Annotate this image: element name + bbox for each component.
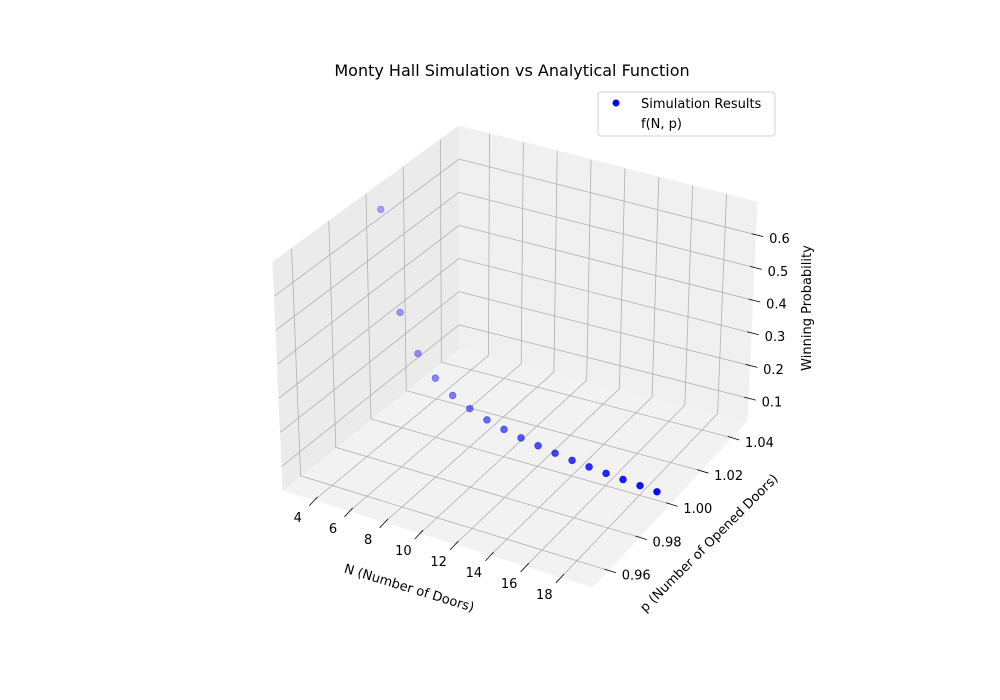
gridline-x-5 <box>490 176 660 556</box>
legend-label-simulation-results: Simulation Results <box>641 97 762 112</box>
z-axis-label: Winning Probability <box>800 245 815 371</box>
z-tick-label-4: 0.5 <box>768 265 789 280</box>
data-point-16 <box>653 488 661 496</box>
y-tick-2 <box>666 502 678 507</box>
gridline-z-1 <box>280 291 750 433</box>
gridline-y-4 <box>439 139 732 438</box>
x-tick-3 <box>414 529 424 540</box>
gridline-x-3 <box>420 159 592 534</box>
y-tick-4 <box>727 436 740 441</box>
y-tick-label-0: 0.96 <box>622 569 651 584</box>
x-tick-0 <box>308 496 318 507</box>
x-tick-5 <box>485 551 494 562</box>
x-tick-label-1: 6 <box>329 522 337 537</box>
gridline-z-3 <box>277 224 753 365</box>
z-tick-3 <box>748 298 761 303</box>
x-tick-label-7: 18 <box>536 588 553 603</box>
data-point-6 <box>483 416 491 424</box>
x-tick-6 <box>520 562 530 573</box>
data-point-14 <box>619 475 627 484</box>
gridline-z-2 <box>278 258 752 399</box>
gridlines <box>274 133 756 578</box>
axis-panes <box>272 125 758 588</box>
x-tick-label-2: 8 <box>364 533 372 548</box>
x-tick-label-3: 10 <box>395 544 412 559</box>
x-tick-label-5: 14 <box>466 566 483 581</box>
data-point-7 <box>500 425 508 434</box>
data-point-5 <box>466 404 474 413</box>
axis-ticks: 4 6 8 10 12 14 16 18 0.96 0.98 1.00 1.02 1.04 0.1 0.2 0… <box>294 232 790 603</box>
z-tick-4 <box>750 266 762 270</box>
data-point-13 <box>602 469 610 478</box>
data-point-8 <box>517 434 525 442</box>
z-tick-label-1: 0.2 <box>763 363 784 378</box>
x-tick-4 <box>449 540 459 551</box>
gridline-z-4 <box>275 191 755 331</box>
x-tick-1 <box>344 507 353 518</box>
right-back-pane <box>458 125 758 422</box>
data-point-11 <box>568 456 576 465</box>
x-axis-label: N (Number of Doors) <box>342 562 476 616</box>
x-tick-label-0: 4 <box>294 511 302 526</box>
legend: Simulation Results f(N, p) <box>597 91 776 137</box>
y-tick-0 <box>604 568 617 574</box>
x-tick-label-6: 16 <box>501 577 518 592</box>
y-tick-label-2: 1.00 <box>683 502 712 517</box>
gridline-y-1 <box>328 221 640 538</box>
data-point-0 <box>377 205 385 214</box>
gridline-x-4 <box>455 168 626 545</box>
y-tick-1 <box>635 535 647 540</box>
chart-title: Monty Hall Simulation vs Analytical Func… <box>334 61 689 80</box>
y-tick-label-4: 1.04 <box>745 436 774 451</box>
z-tick-label-2: 0.3 <box>765 330 786 345</box>
data-point-9 <box>534 442 542 450</box>
z-tick-1 <box>745 364 758 368</box>
y-tick-label-3: 1.02 <box>714 469 743 484</box>
x-tick-7 <box>555 573 565 584</box>
legend-marker-simulation-results <box>612 99 620 107</box>
z-tick-label-3: 0.4 <box>766 297 787 312</box>
z-tick-label-5: 0.6 <box>769 232 790 247</box>
data-point-4 <box>448 391 457 400</box>
y-tick-label-1: 0.98 <box>653 535 682 550</box>
gridline-x-1 <box>349 142 524 512</box>
legend-frame <box>597 91 776 137</box>
gridline-y-3 <box>402 166 701 472</box>
data-point-15 <box>636 481 644 490</box>
gridline-x-2 <box>384 151 558 523</box>
x-tick-label-4: 12 <box>430 555 447 570</box>
gridline-y-2 <box>365 193 671 505</box>
gridline-z-5 <box>274 158 756 297</box>
z-tick-2 <box>747 331 759 336</box>
z-tick-5 <box>751 233 764 238</box>
gridline-y-0 <box>291 248 609 571</box>
data-point-1 <box>396 308 404 317</box>
data-point-12 <box>585 463 593 471</box>
y-tick-3 <box>696 469 709 474</box>
gridline-x-6 <box>525 185 694 567</box>
z-tick-0 <box>744 396 756 401</box>
data-point-2 <box>414 349 422 358</box>
gridline-x-7 <box>561 194 727 578</box>
gridline-x-0 <box>314 133 490 501</box>
scatter-points <box>377 205 661 496</box>
x-tick-2 <box>379 518 389 529</box>
gridline-z-0 <box>281 324 749 467</box>
z-tick-label-0: 0.1 <box>762 396 783 411</box>
data-point-10 <box>551 449 559 457</box>
data-point-3 <box>431 374 440 382</box>
legend-label-f-n-p: f(N, p) <box>641 117 682 132</box>
